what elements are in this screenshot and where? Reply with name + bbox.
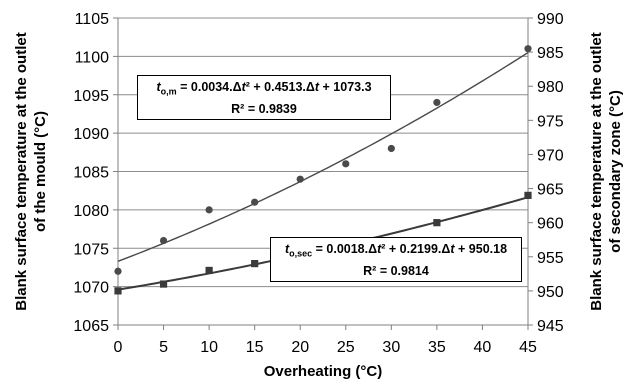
data-point-series-2 — [251, 260, 259, 268]
y-axis-right-title-line: of secondary zone (°C) — [607, 90, 624, 253]
data-point-series-2 — [524, 191, 532, 199]
equation-mould: to,m = 0.0034.Δt² + 0.4513.Δt + 1073.3 — [156, 80, 372, 97]
y-right-tick-label: 970 — [537, 147, 564, 164]
x-tick-label: 15 — [246, 339, 264, 356]
y-right-tick-label: 985 — [537, 45, 564, 62]
x-tick-label: 5 — [159, 339, 168, 356]
y-left-tick-label: 1065 — [73, 318, 109, 335]
y-left-tick-label: 1085 — [73, 165, 109, 182]
x-tick-label: 0 — [114, 339, 123, 356]
data-point-series-1 — [524, 45, 532, 53]
r-squared-secondary: R² = 0.9814 — [363, 263, 429, 278]
y-right-tick-label: 960 — [537, 216, 564, 233]
x-tick-label: 10 — [200, 339, 218, 356]
x-tick-label: 40 — [474, 339, 492, 356]
data-point-series-2 — [433, 219, 441, 227]
y-left-tick-label: 1095 — [73, 88, 109, 105]
x-tick-label: 45 — [519, 339, 537, 356]
data-point-series-1 — [296, 175, 304, 183]
y-left-tick-label: 1080 — [73, 203, 109, 220]
equation-box-mould: to,m = 0.0034.Δt² + 0.4513.Δt + 1073.3 R… — [137, 75, 391, 120]
y-right-tick-label: 980 — [537, 79, 564, 96]
y-right-tick-label: 955 — [537, 250, 564, 267]
data-point-series-2 — [159, 280, 168, 288]
equation-box-secondary: to,sec = 0.0018.Δt² + 0.2199.Δt + 950.18… — [270, 237, 522, 282]
x-tick-label: 20 — [291, 339, 309, 356]
r-squared-mould: R² = 0.9839 — [231, 101, 297, 116]
data-point-series-1 — [114, 267, 122, 275]
y-left-tick-label: 1105 — [75, 11, 110, 28]
y-left-tick-label: 1090 — [73, 126, 109, 143]
y-right-tick-label: 945 — [537, 318, 564, 335]
y-axis-left-title: Blank surface temperature at the outlet o… — [13, 32, 49, 310]
data-point-series-1 — [342, 160, 350, 168]
y-right-tick-label: 950 — [537, 284, 564, 301]
data-point-series-1 — [159, 236, 168, 245]
y-right-tick-label: 965 — [537, 182, 564, 199]
trendline-series-1 — [117, 51, 529, 262]
y-left-tick-label: 1075 — [73, 241, 109, 258]
y-right-tick-label: 975 — [537, 113, 564, 130]
y-axis-right-title-line: Blank surface temperature at the outlet — [588, 32, 605, 310]
y-axis-right-title: Blank surface temperature at the outlet o… — [588, 32, 624, 310]
data-point-series-1 — [433, 98, 441, 107]
x-tick-label: 25 — [337, 339, 355, 356]
x-tick-label: 35 — [428, 339, 446, 356]
y-left-tick-label: 1100 — [75, 49, 110, 66]
data-point-series-1 — [387, 144, 395, 153]
data-point-series-2 — [205, 266, 213, 275]
equation-secondary: to,sec = 0.0018.Δt² + 0.2199.Δt + 950.18 — [284, 242, 508, 259]
data-point-series-1 — [205, 206, 213, 214]
data-point-series-2 — [114, 287, 122, 295]
y-axis-left-title-line: of the mould (°C) — [32, 111, 49, 232]
y-left-tick-label: 1070 — [73, 280, 109, 297]
x-tick-label: 30 — [382, 339, 400, 356]
y-axis-left-title-line: Blank surface temperature at the outlet — [13, 32, 30, 310]
y-right-tick-label: 990 — [537, 11, 564, 28]
data-point-series-1 — [251, 198, 259, 206]
x-axis-title: Overheating (°C) — [264, 363, 383, 380]
